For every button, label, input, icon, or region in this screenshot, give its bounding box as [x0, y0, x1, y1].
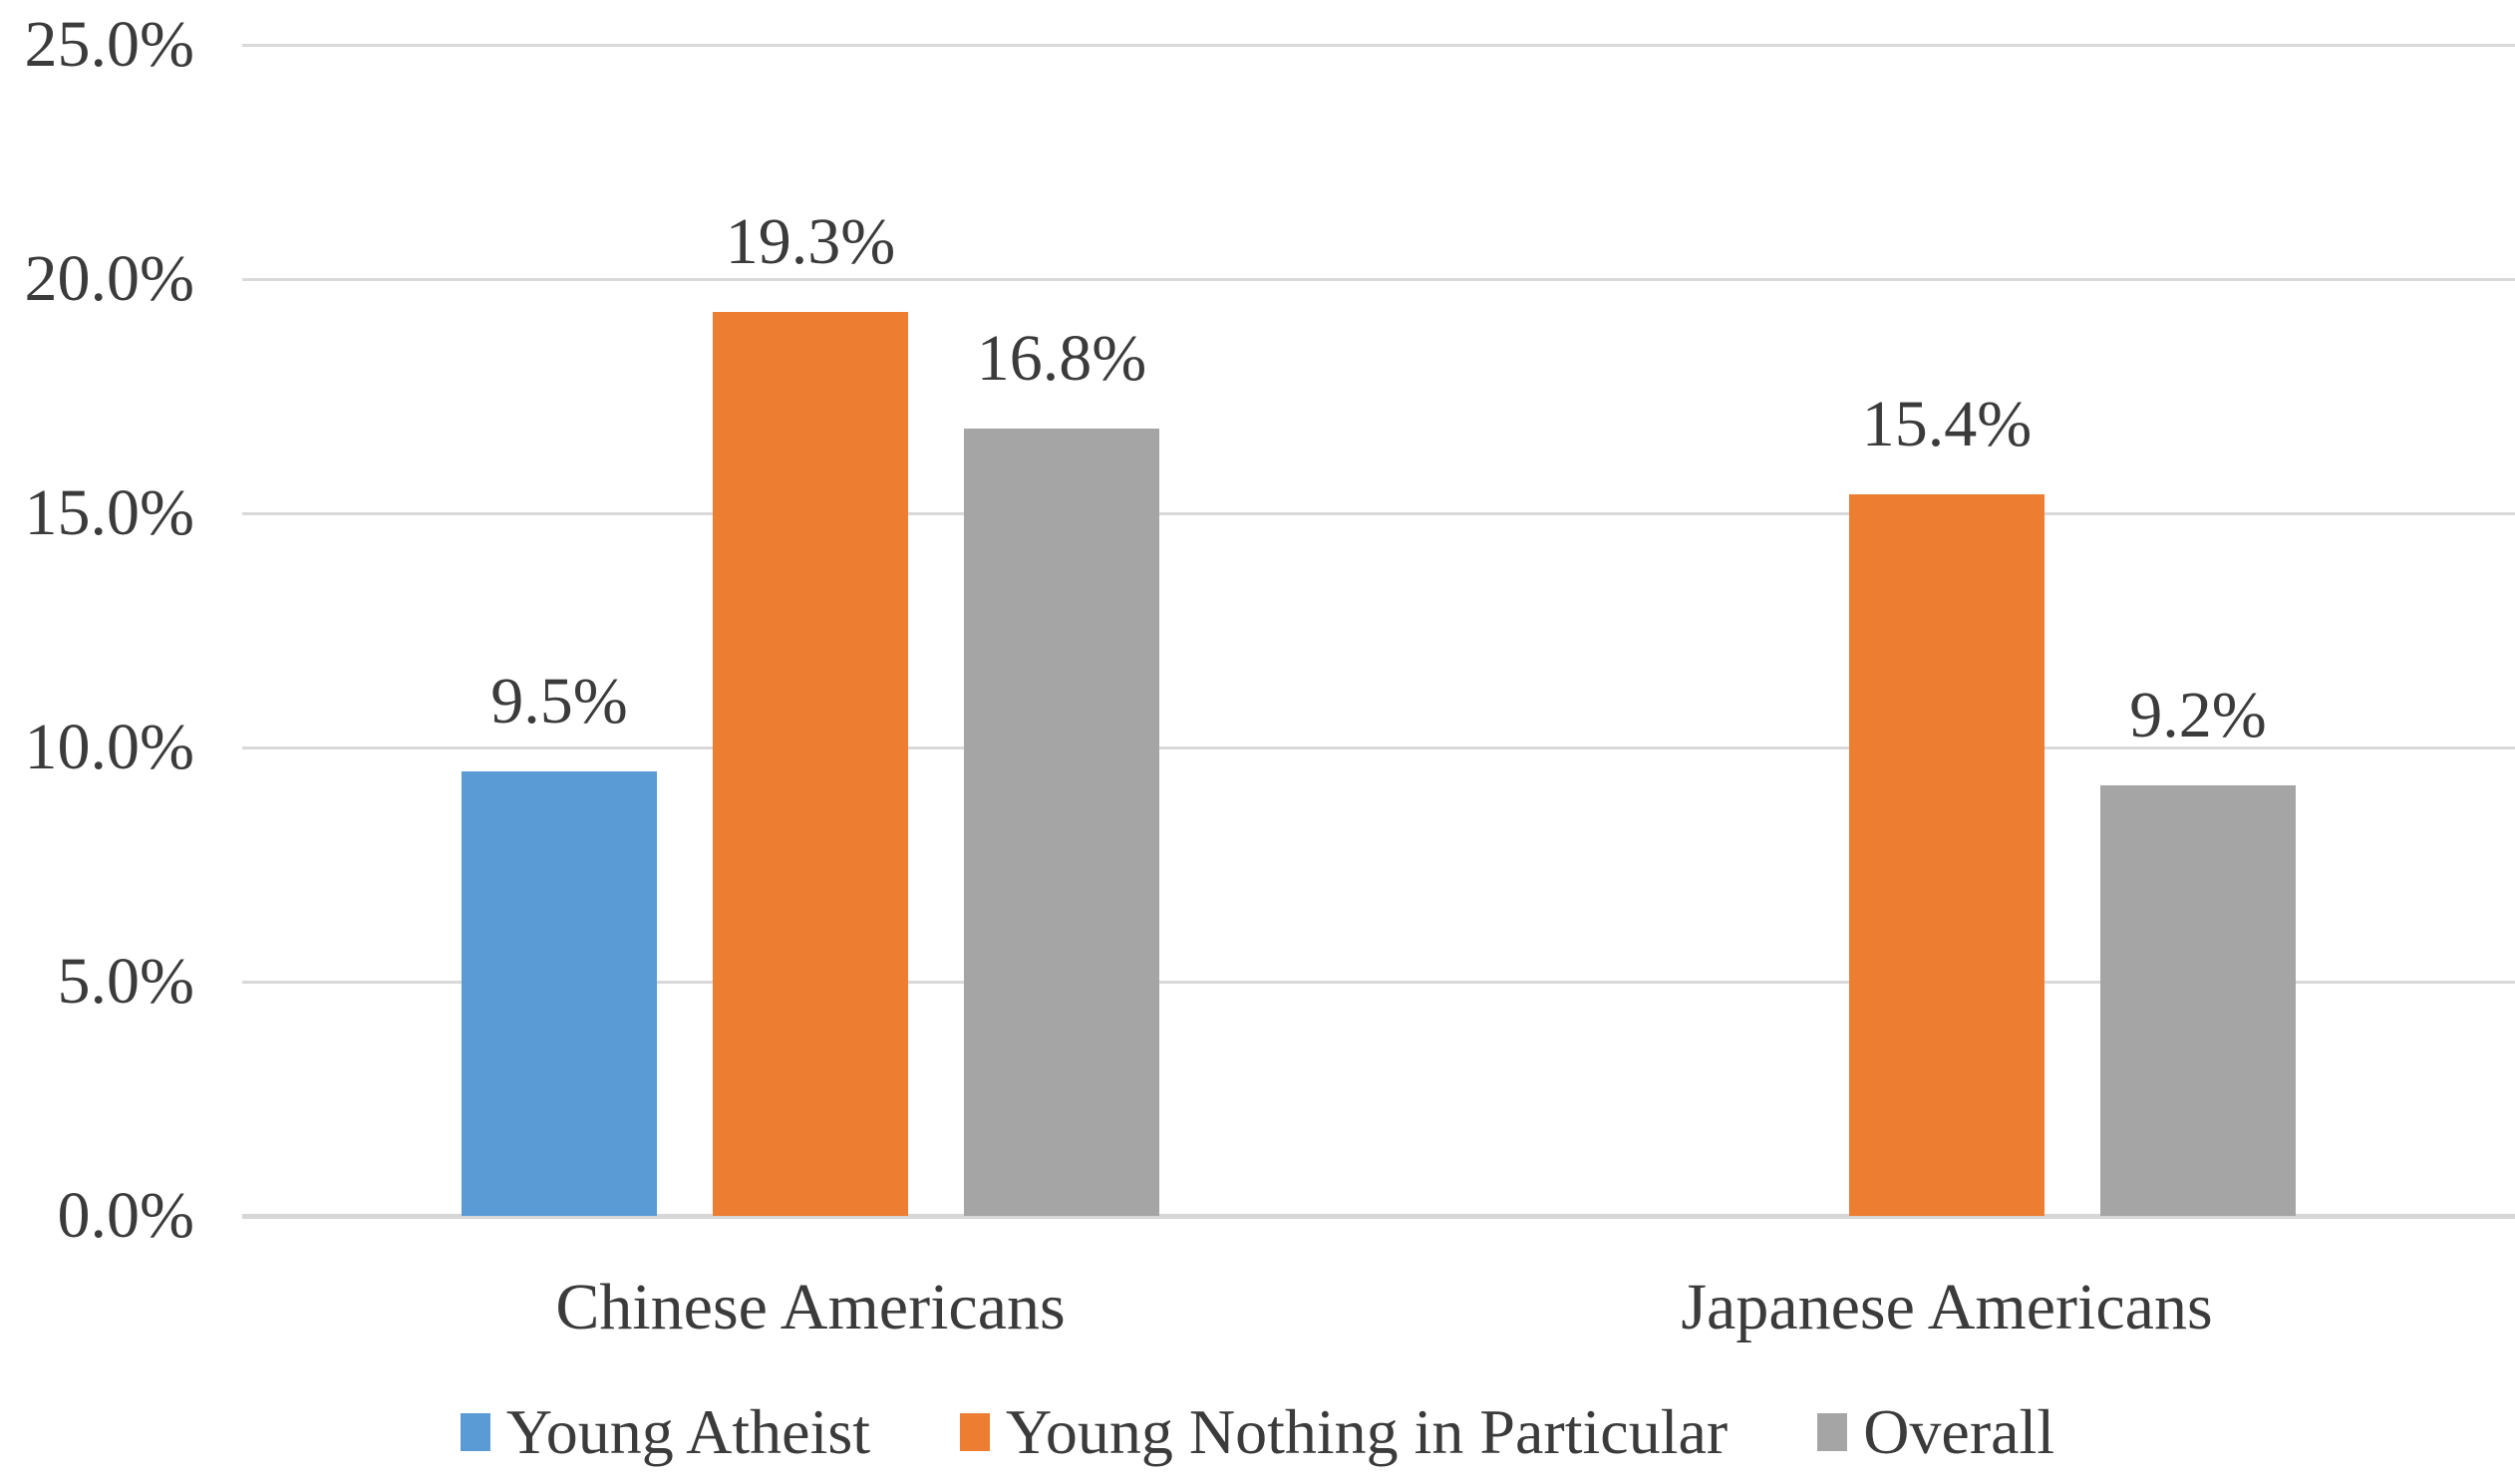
- legend-swatch-icon: [460, 1413, 490, 1451]
- bar-overall-japanese-americans: [2100, 784, 2296, 1216]
- x-axis-label-chinese-americans: Chinese Americans: [555, 1271, 1066, 1343]
- legend: Young Atheist Young Nothing in Particular…: [0, 1387, 2515, 1477]
- gridline-20: [242, 278, 2515, 281]
- bar-overall-chinese-americans: [964, 429, 1159, 1216]
- legend-swatch-icon: [1817, 1413, 1848, 1451]
- data-label-young-nothing-in-particular-japanese-americans: 15.4%: [1861, 388, 2033, 461]
- x-axis-line: [242, 1214, 2515, 1219]
- y-axis-tick-label-15: 15.0%: [24, 476, 194, 549]
- legend-item-overall: Overall: [1817, 1396, 2054, 1468]
- legend-item-young-nothing-in-particular: Young Nothing in Particular: [960, 1396, 1728, 1468]
- y-axis-tick-label-20: 20.0%: [24, 242, 194, 315]
- data-label-overall-japanese-americans: 9.2%: [2129, 678, 2267, 751]
- y-axis-tick-label-25: 25.0%: [24, 8, 194, 81]
- bar-young-atheist-chinese-americans: [462, 770, 657, 1216]
- gridline-25: [242, 44, 2515, 47]
- gridline-5: [242, 981, 2515, 984]
- data-label-young-nothing-in-particular-chinese-americans: 19.3%: [725, 204, 896, 278]
- data-label-overall-chinese-americans: 16.8%: [976, 322, 1147, 396]
- legend-label: Overall: [1863, 1396, 2055, 1467]
- legend-label: Young Nothing in Particular: [1006, 1396, 1729, 1467]
- gridline-10: [242, 746, 2515, 749]
- legend-item-young-atheist: Young Atheist: [460, 1396, 871, 1468]
- x-axis-label-japanese-americans: Japanese Americans: [1681, 1271, 2213, 1343]
- bar-young-nothing-in-particular-chinese-americans: [713, 311, 908, 1216]
- y-axis-tick-label-10: 10.0%: [24, 711, 194, 783]
- legend-swatch-icon: [960, 1413, 991, 1451]
- legend-label: Young Atheist: [505, 1396, 871, 1467]
- bar-young-nothing-in-particular-japanese-americans: [1849, 494, 2044, 1216]
- y-axis-tick-label-5: 5.0%: [57, 945, 194, 1018]
- y-axis-tick-label-0: 0.0%: [57, 1179, 194, 1252]
- gridline-15: [242, 512, 2515, 515]
- data-label-young-atheist-chinese-americans: 9.5%: [490, 664, 628, 738]
